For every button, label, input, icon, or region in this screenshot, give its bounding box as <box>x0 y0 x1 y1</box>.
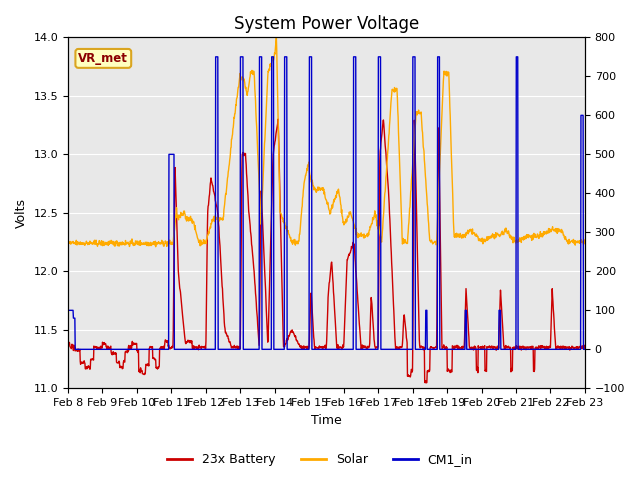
Y-axis label: Volts: Volts <box>15 198 28 228</box>
23x Battery <box>166 345 174 351</box>
Solar <box>520 233 528 239</box>
23x Battery <box>179 316 187 322</box>
Solar <box>64 241 72 247</box>
23x Battery <box>475 345 483 350</box>
CM1_in <box>72 347 79 352</box>
Line: CM1_in: CM1_in <box>68 57 585 349</box>
23x Battery <box>237 291 244 297</box>
X-axis label: Time: Time <box>311 414 342 427</box>
CM1_in <box>64 308 72 313</box>
23x Battery <box>275 116 282 122</box>
CM1_in <box>581 347 589 352</box>
23x Battery <box>422 380 430 386</box>
CM1_in <box>237 54 245 60</box>
23x Battery <box>64 340 72 346</box>
Solar <box>273 35 280 40</box>
Legend: 23x Battery, Solar, CM1_in: 23x Battery, Solar, CM1_in <box>163 448 477 471</box>
CM1_in <box>520 347 528 352</box>
CM1_in <box>475 347 483 352</box>
Solar <box>581 237 589 242</box>
CM1_in <box>212 54 220 60</box>
CM1_in <box>407 347 415 352</box>
Line: 23x Battery: 23x Battery <box>68 119 585 383</box>
Solar <box>475 238 483 243</box>
CM1_in <box>179 347 187 352</box>
23x Battery <box>581 346 589 352</box>
Text: VR_met: VR_met <box>78 52 128 65</box>
Solar <box>167 241 175 247</box>
23x Battery <box>520 345 528 350</box>
Solar <box>152 244 159 250</box>
Solar <box>237 75 245 81</box>
Title: System Power Voltage: System Power Voltage <box>234 15 419 33</box>
CM1_in <box>167 152 175 157</box>
23x Battery <box>407 372 415 378</box>
Line: Solar: Solar <box>68 37 585 247</box>
Solar <box>179 211 187 216</box>
Solar <box>407 187 415 192</box>
